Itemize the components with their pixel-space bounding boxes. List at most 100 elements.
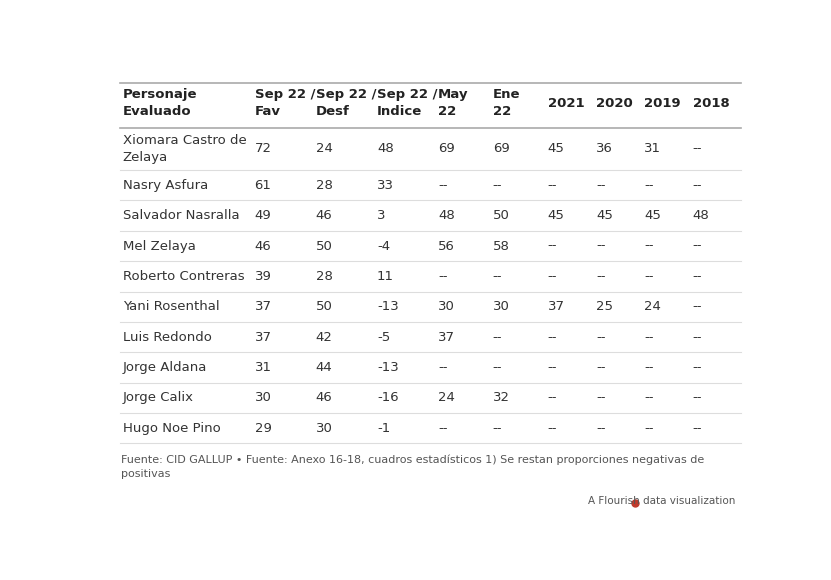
Text: 69: 69 (493, 142, 509, 155)
Text: -1: -1 (377, 422, 391, 435)
Text: 2019: 2019 (644, 97, 681, 110)
Text: 45: 45 (596, 209, 612, 222)
Text: 61: 61 (254, 179, 272, 192)
Text: 69: 69 (438, 142, 455, 155)
Text: --: -- (692, 240, 702, 252)
Text: 24: 24 (316, 142, 332, 155)
Text: 25: 25 (596, 300, 613, 313)
Text: Fuente: CID GALLUP • Fuente: Anexo 16-18, cuadros estadísticos 1) Se restan prop: Fuente: CID GALLUP • Fuente: Anexo 16-18… (121, 455, 705, 479)
Text: 46: 46 (254, 240, 272, 252)
Text: 28: 28 (316, 179, 332, 192)
Text: --: -- (644, 361, 654, 374)
Text: --: -- (596, 270, 606, 283)
Text: 2021: 2021 (548, 97, 584, 110)
Text: 39: 39 (254, 270, 272, 283)
Text: --: -- (493, 270, 503, 283)
Text: -4: -4 (377, 240, 390, 252)
Text: -5: -5 (377, 331, 391, 343)
Text: --: -- (692, 142, 702, 155)
Text: 37: 37 (548, 300, 564, 313)
Text: Personaje
Evaluado: Personaje Evaluado (122, 88, 197, 118)
Text: Jorge Calix: Jorge Calix (122, 392, 194, 404)
Text: 30: 30 (438, 300, 455, 313)
Text: 46: 46 (316, 209, 332, 222)
Text: --: -- (548, 361, 557, 374)
Text: 33: 33 (377, 179, 394, 192)
Text: Yani Rosenthal: Yani Rosenthal (122, 300, 219, 313)
Text: Sep 22 /
Indice: Sep 22 / Indice (377, 88, 437, 118)
Text: --: -- (438, 422, 448, 435)
Text: --: -- (493, 179, 503, 192)
Text: --: -- (596, 392, 606, 404)
Text: 11: 11 (377, 270, 394, 283)
Text: Jorge Aldana: Jorge Aldana (122, 361, 207, 374)
Text: --: -- (692, 392, 702, 404)
Text: 3: 3 (377, 209, 386, 222)
Text: --: -- (692, 422, 702, 435)
Text: -13: -13 (377, 361, 399, 374)
Text: A Flourish data visualization: A Flourish data visualization (588, 496, 735, 506)
Text: 37: 37 (254, 300, 272, 313)
Text: --: -- (596, 240, 606, 252)
Text: Luis Redondo: Luis Redondo (122, 331, 211, 343)
Text: 29: 29 (254, 422, 272, 435)
Text: 28: 28 (316, 270, 332, 283)
Text: --: -- (438, 270, 448, 283)
Text: Nasry Asfura: Nasry Asfura (122, 179, 208, 192)
Text: 50: 50 (316, 240, 332, 252)
Text: 37: 37 (438, 331, 455, 343)
Text: --: -- (644, 240, 654, 252)
Text: 46: 46 (316, 392, 332, 404)
Text: --: -- (692, 270, 702, 283)
Text: --: -- (596, 331, 606, 343)
Text: 31: 31 (644, 142, 661, 155)
Text: 50: 50 (316, 300, 332, 313)
Text: --: -- (644, 422, 654, 435)
Text: 30: 30 (254, 392, 272, 404)
Text: --: -- (644, 270, 654, 283)
Text: Hugo Noe Pino: Hugo Noe Pino (122, 422, 220, 435)
Text: 30: 30 (493, 300, 509, 313)
Text: 37: 37 (254, 331, 272, 343)
Text: --: -- (438, 361, 448, 374)
Text: --: -- (692, 361, 702, 374)
Text: 56: 56 (438, 240, 455, 252)
Text: --: -- (548, 179, 557, 192)
Text: 24: 24 (644, 300, 661, 313)
Text: 31: 31 (254, 361, 272, 374)
Text: --: -- (548, 422, 557, 435)
Text: -13: -13 (377, 300, 399, 313)
Text: 72: 72 (254, 142, 272, 155)
Text: --: -- (548, 270, 557, 283)
Text: Salvador Nasralla: Salvador Nasralla (122, 209, 239, 222)
Text: 2018: 2018 (692, 97, 730, 110)
Text: 45: 45 (548, 209, 564, 222)
Text: Xiomara Castro de
Zelaya: Xiomara Castro de Zelaya (122, 134, 246, 164)
Text: 45: 45 (548, 142, 564, 155)
Text: --: -- (548, 240, 557, 252)
Text: 32: 32 (493, 392, 510, 404)
Text: 48: 48 (438, 209, 455, 222)
Text: 49: 49 (254, 209, 272, 222)
Text: --: -- (493, 331, 503, 343)
Text: 30: 30 (316, 422, 332, 435)
Text: --: -- (596, 361, 606, 374)
Text: --: -- (548, 331, 557, 343)
Text: --: -- (644, 179, 654, 192)
Text: 45: 45 (644, 209, 661, 222)
Text: 48: 48 (377, 142, 394, 155)
Text: --: -- (493, 422, 503, 435)
Text: --: -- (644, 392, 654, 404)
Text: --: -- (644, 331, 654, 343)
Text: 44: 44 (316, 361, 332, 374)
Text: -16: -16 (377, 392, 399, 404)
Text: 48: 48 (692, 209, 710, 222)
Text: Ene
22: Ene 22 (493, 88, 520, 118)
Text: --: -- (548, 392, 557, 404)
Text: --: -- (692, 331, 702, 343)
Text: --: -- (438, 179, 448, 192)
Text: May
22: May 22 (438, 88, 469, 118)
Text: Sep 22 /
Fav: Sep 22 / Fav (254, 88, 315, 118)
Text: 50: 50 (493, 209, 509, 222)
Text: 58: 58 (493, 240, 509, 252)
